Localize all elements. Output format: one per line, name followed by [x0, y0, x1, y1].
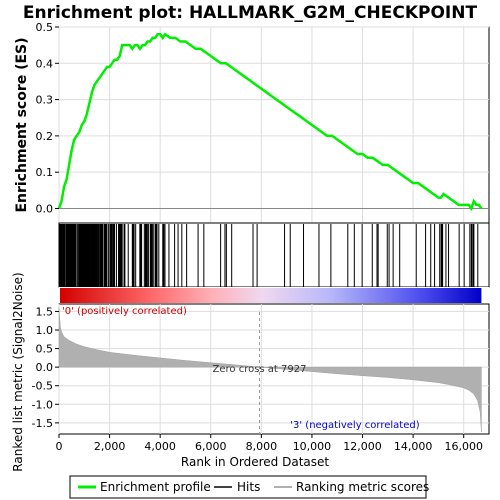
es-tick-label: 0.4 — [36, 57, 54, 70]
x-tick-label: 16,000 — [444, 440, 483, 453]
metric-tick-label: 0.5 — [36, 343, 54, 356]
x-tick-label: 4,000 — [144, 440, 176, 453]
negative-correlation-label: '3' (negatively correlated) — [290, 420, 419, 431]
legend-hits-label: Hits — [237, 480, 260, 494]
positive-correlation-label: '0' (positively correlated) — [62, 306, 187, 317]
rank-gradient-fill — [60, 288, 482, 303]
es-gridlines — [58, 26, 489, 223]
legend: Enrichment profile Hits Ranking metric s… — [69, 475, 429, 499]
x-ticks: 0 2,000 4,000 6,000 8,000 10,000 12,000 14,000 1… — [56, 434, 483, 453]
legend-frame — [69, 475, 427, 499]
es-y-axis-label: Enrichment score (ES) — [14, 37, 30, 212]
es-tick-label: 0.1 — [36, 166, 54, 179]
metric-panel: Zero cross at 7927 '0' (positively corre… — [32, 303, 490, 435]
metric-tick-label: -1.0 — [32, 398, 53, 411]
hits-panel — [58, 222, 490, 288]
enrichment-profile-line — [57, 32, 483, 212]
hit-marks — [58, 224, 479, 287]
chart-title: Enrichment plot: HALLMARK_G2M_CHECKPOINT — [23, 3, 478, 23]
metric-tick-label: 0.0 — [36, 361, 54, 374]
metric-tick-label: -0.5 — [32, 380, 53, 393]
es-tick-label: 0.5 — [36, 21, 54, 34]
rank-color-bar — [59, 287, 489, 304]
legend-profile-label: Enrichment profile — [100, 480, 211, 494]
es-panel: 0.0 0.1 0.2 0.3 0.4 0.5 — [36, 21, 490, 224]
x-tick-label: 6,000 — [195, 440, 227, 453]
es-tick-label: 0.0 — [36, 202, 54, 215]
es-panel-frame — [58, 26, 490, 224]
x-axis-label: Rank in Ordered Dataset — [181, 455, 329, 469]
metric-tick-label: 1.5 — [36, 305, 54, 318]
es-y-ticks: 0.0 0.1 0.2 0.3 0.4 0.5 — [36, 21, 59, 215]
es-tick-label: 0.2 — [36, 130, 54, 143]
hits-panel-frame — [58, 222, 490, 288]
metric-y-ticks: 1.5 1.0 0.5 0.0 -0.5 -1.0 -1.5 — [32, 305, 59, 430]
metric-tick-label: -1.5 — [32, 417, 53, 430]
x-tick-label: 10,000 — [293, 440, 332, 453]
metric-y-axis-label: Ranked list metric (Signal2Noise) — [11, 272, 25, 471]
x-tick-label: 2,000 — [94, 440, 126, 453]
x-tick-label: 14,000 — [394, 440, 433, 453]
legend-metric-label: Ranking metric scores — [296, 480, 429, 494]
metric-tick-label: 1.0 — [36, 324, 54, 337]
ranking-metric-area — [58, 307, 482, 433]
zero-cross-label: Zero cross at 7927 — [213, 364, 307, 375]
es-tick-label: 0.3 — [36, 94, 54, 107]
x-tick-label: 12,000 — [343, 440, 382, 453]
x-tick-label: 0 — [56, 440, 63, 453]
x-tick-label: 8,000 — [246, 440, 278, 453]
